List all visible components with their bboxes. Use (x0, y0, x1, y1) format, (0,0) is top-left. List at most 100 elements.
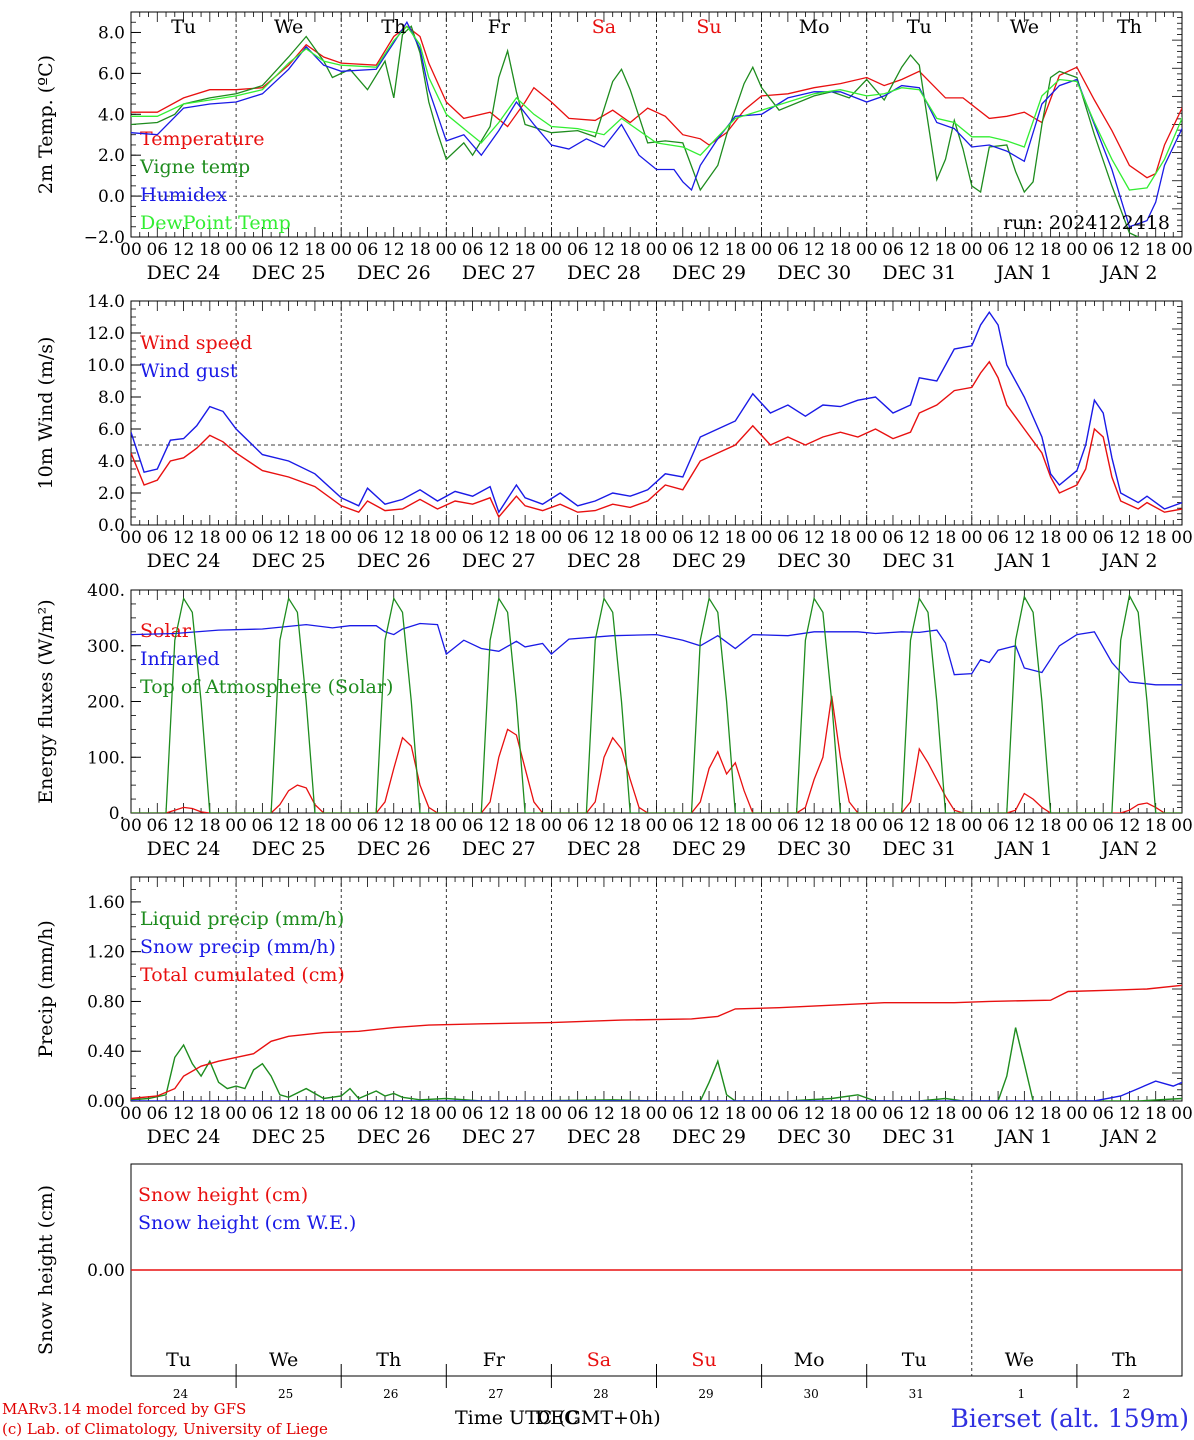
day-label: Th (381, 16, 406, 38)
x-hour-label: 06 (146, 240, 168, 260)
x-date-label: JAN 2 (1099, 838, 1157, 860)
x-hour-label: 12 (803, 1104, 825, 1124)
x-hour-label: 00 (541, 1104, 563, 1124)
x-axis-title-overlay: DEC (535, 1407, 579, 1429)
day-label: Sa (592, 16, 616, 38)
x-hour-label: 00 (225, 240, 247, 260)
x-hour-label: 06 (567, 240, 589, 260)
day-number-label: 25 (278, 1387, 293, 1401)
x-hour-label: 06 (777, 528, 799, 548)
x-hour-label: 00 (330, 240, 352, 260)
y-tick-label: −2.0 (84, 228, 125, 248)
x-hour-label: 12 (383, 1104, 405, 1124)
day-number-label: 24 (173, 1387, 189, 1401)
x-hour-label: 18 (304, 1104, 326, 1124)
y-tick-label: 14.0 (87, 292, 125, 312)
x-hour-label: 06 (462, 528, 484, 548)
x-hour-label: 18 (725, 816, 747, 836)
x-hour-label: 12 (173, 528, 195, 548)
x-hour-label: 12 (278, 240, 300, 260)
y-tick-label: 8.0 (98, 388, 125, 408)
day-label: Tu (171, 16, 196, 38)
day-number-label: 26 (383, 1387, 398, 1401)
x-hour-label: 12 (488, 528, 510, 548)
x-hour-label: 06 (987, 528, 1009, 548)
x-hour-label: 18 (409, 240, 431, 260)
x-hour-label: 00 (120, 240, 142, 260)
model-credit: MARv3.14 model forced by GFS (2, 1400, 246, 1418)
y-tick-label: 12.0 (87, 324, 125, 344)
day-number-label: 28 (593, 1387, 608, 1401)
x-hour-label: 12 (1119, 1104, 1141, 1124)
x-hour-label: 12 (593, 816, 615, 836)
x-hour-label: 00 (646, 816, 668, 836)
x-date-label: JAN 2 (1099, 262, 1157, 284)
y-tick-label: 0. (109, 804, 125, 824)
day-label: Th (1117, 16, 1142, 38)
x-hour-label: 00 (120, 1104, 142, 1124)
day-number-label: 1 (1018, 1387, 1026, 1401)
x-hour-label: 06 (987, 240, 1009, 260)
x-hour-label: 00 (330, 1104, 352, 1124)
series-line-2 (131, 622, 1182, 686)
y-tick-label: 0.40 (87, 1042, 125, 1062)
day-label: Su (696, 16, 721, 38)
x-date-label: DEC 28 (567, 550, 641, 572)
y-tick-label: 0.0 (98, 187, 125, 207)
y-tick-label: 1.60 (87, 893, 125, 913)
x-hour-label: 06 (1092, 816, 1114, 836)
x-hour-label: 12 (1014, 816, 1036, 836)
x-hour-label: 00 (646, 240, 668, 260)
x-hour-label: 12 (593, 240, 615, 260)
x-date-label: JAN 1 (994, 1126, 1052, 1148)
x-hour-label: 18 (304, 816, 326, 836)
legend-entry-2: Snow height (cm W.E.) (138, 1212, 356, 1234)
x-date-label: DEC 25 (252, 262, 326, 284)
x-hour-label: 00 (751, 1104, 773, 1124)
x-hour-label: 06 (882, 240, 904, 260)
day-label: Tu (902, 1349, 927, 1371)
x-date-label: DEC 28 (567, 262, 641, 284)
x-hour-label: 06 (252, 528, 274, 548)
day-label: Th (376, 1349, 401, 1371)
y-tick-label: 6.0 (98, 420, 125, 440)
y-tick-label: 8.0 (98, 23, 125, 43)
x-hour-label: 18 (1040, 816, 1062, 836)
x-hour-label: 12 (698, 816, 720, 836)
panel-5: 0.00 Snow height (cm) Snow height (cm) Snow… (35, 1163, 1183, 1401)
x-hour-label: 18 (725, 1104, 747, 1124)
x-hour-label: 18 (514, 240, 536, 260)
x-hour-label: 12 (908, 240, 930, 260)
day-number-label: 30 (804, 1387, 819, 1401)
x-hour-label: 18 (1040, 240, 1062, 260)
x-hour-label: 18 (1040, 528, 1062, 548)
lab-credit: (c) Lab. of Climatology, University of L… (2, 1420, 328, 1438)
series-line-2 (131, 1080, 1182, 1101)
x-hour-label: 00 (856, 240, 878, 260)
x-hour-label: 12 (173, 816, 195, 836)
x-date-label: JAN 2 (1099, 550, 1157, 572)
x-hour-label: 06 (1092, 528, 1114, 548)
x-hour-label: 06 (672, 528, 694, 548)
x-hour-label: 00 (961, 816, 983, 836)
x-hour-label: 12 (278, 528, 300, 548)
x-hour-label: 12 (698, 528, 720, 548)
x-hour-label: 18 (199, 528, 221, 548)
x-hour-label: 12 (593, 1104, 615, 1124)
x-hour-label: 00 (1171, 528, 1193, 548)
x-hour-label: 06 (357, 240, 379, 260)
x-date-label: DEC 27 (462, 262, 536, 284)
x-hour-label: 00 (435, 240, 457, 260)
x-date-label: DEC 30 (777, 262, 851, 284)
x-hour-label: 00 (1171, 240, 1193, 260)
y-tick-label: 2.0 (98, 146, 125, 166)
day-label: Sa (587, 1349, 611, 1371)
panel-1: −2.0 0.0 2.0 4.0 6.0 8.0 2m Temp. (ºC) Temperat… (35, 11, 1193, 284)
legend-entry-2: Vigne temp (139, 156, 250, 178)
x-date-label: DEC 26 (357, 838, 431, 860)
x-date-label: DEC 28 (567, 1126, 641, 1148)
series-line-1 (131, 1027, 1182, 1101)
x-hour-label: 18 (1040, 1104, 1062, 1124)
x-hour-label: 06 (987, 1104, 1009, 1124)
x-hour-label: 18 (409, 816, 431, 836)
